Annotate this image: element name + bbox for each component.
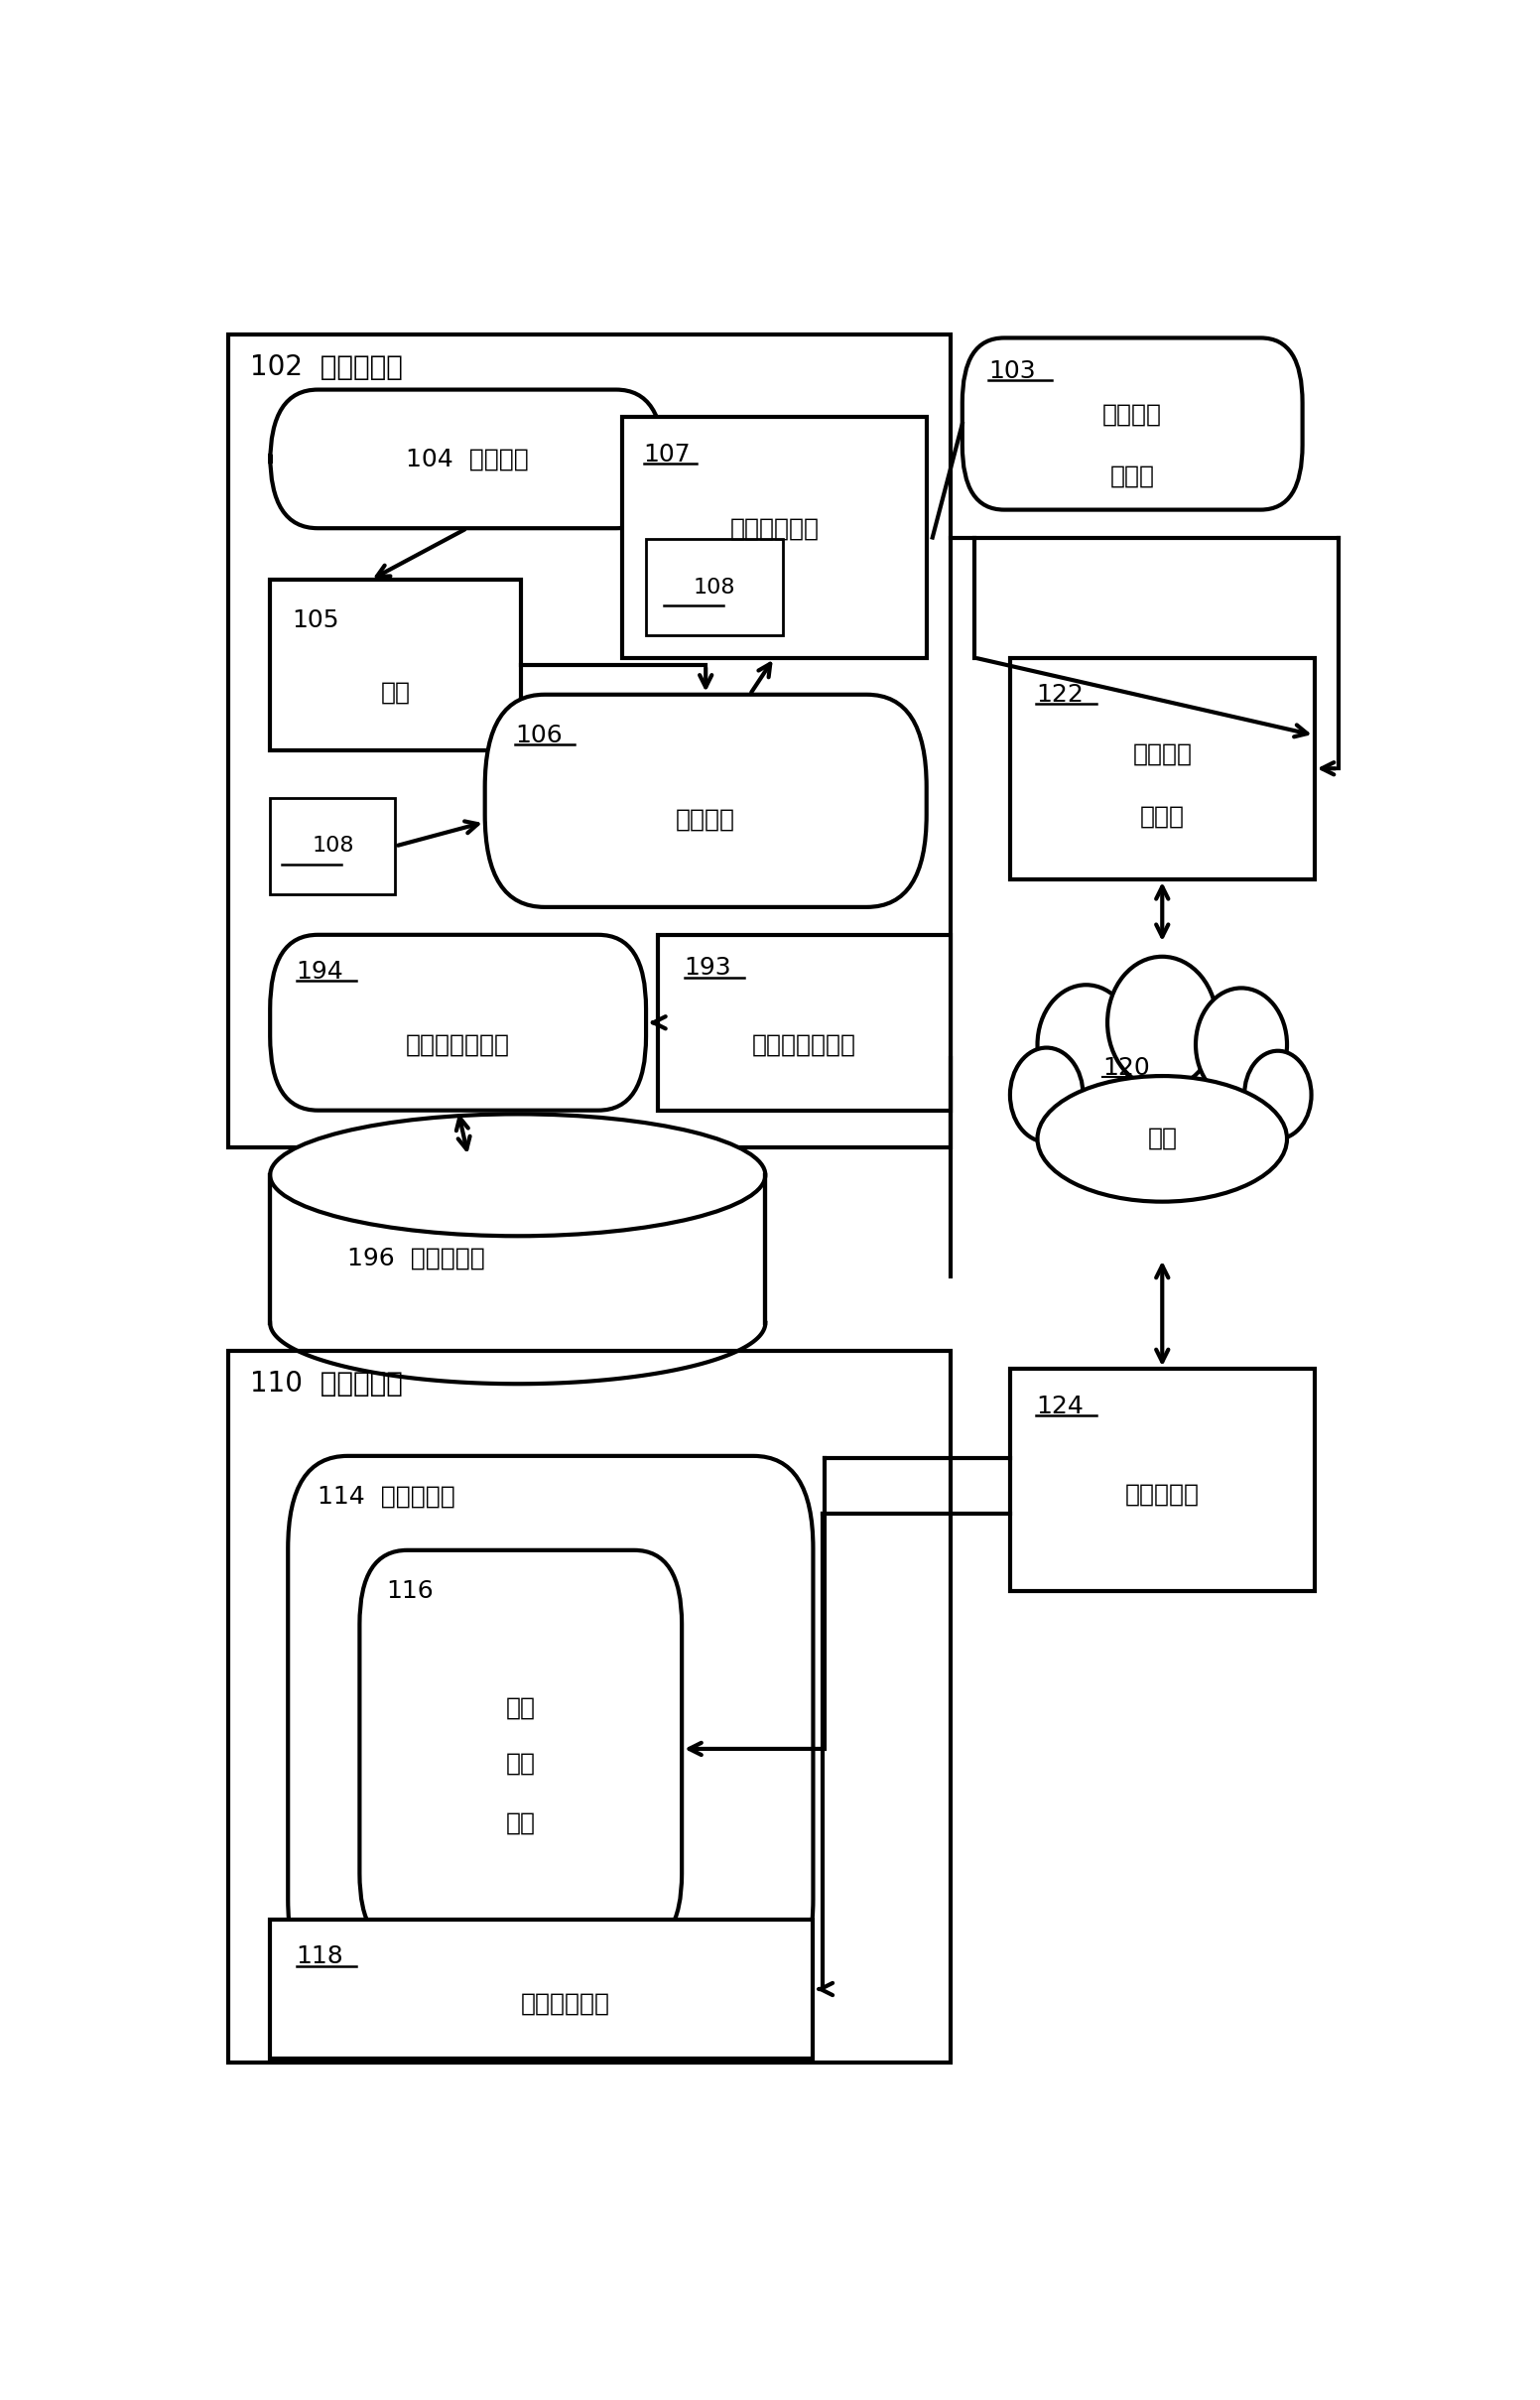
Text: 105: 105 [291, 610, 339, 634]
FancyBboxPatch shape [270, 934, 647, 1111]
Text: 记录的测量结果: 记录的测量结果 [752, 1032, 856, 1056]
Bar [270, 1176, 765, 1322]
Text: 修改过的内容: 修改过的内容 [730, 516, 819, 540]
Bar [658, 934, 950, 1111]
Text: 106: 106 [514, 722, 562, 746]
Text: 代理服务器: 代理服务器 [1126, 1483, 1200, 1507]
Text: 测量: 测量 [505, 1752, 536, 1776]
Text: 110  客户端装置: 110 客户端装置 [249, 1370, 402, 1397]
Ellipse shape [270, 1114, 765, 1236]
Bar [622, 418, 927, 658]
Text: 122: 122 [1036, 682, 1084, 706]
Text: 小程序: 小程序 [1110, 463, 1155, 487]
Ellipse shape [1038, 1030, 1287, 1202]
FancyBboxPatch shape [288, 1457, 813, 1992]
Bar [1010, 1368, 1315, 1591]
Text: 124: 124 [1036, 1394, 1084, 1418]
FancyBboxPatch shape [359, 1550, 682, 1946]
Text: 内容: 内容 [380, 682, 410, 706]
FancyBboxPatch shape [962, 338, 1303, 509]
Bar [228, 334, 950, 1147]
Text: 118: 118 [296, 1944, 343, 1968]
Bar [270, 581, 521, 749]
Text: 108: 108 [311, 835, 354, 857]
Ellipse shape [1038, 1075, 1287, 1202]
Text: 120: 120 [1103, 1056, 1150, 1080]
Ellipse shape [1038, 984, 1135, 1104]
Text: 网络: 网络 [1147, 1126, 1177, 1150]
Ellipse shape [1107, 958, 1217, 1090]
Text: 性能: 性能 [505, 1697, 536, 1721]
Text: 116: 116 [387, 1579, 433, 1603]
Ellipse shape [1244, 1051, 1312, 1140]
Bar [228, 1351, 950, 2062]
Text: 194: 194 [296, 960, 343, 984]
Text: 193: 193 [684, 955, 732, 979]
Text: 104  应用程序: 104 应用程序 [405, 446, 528, 470]
Bar [270, 799, 396, 895]
Text: 107: 107 [644, 442, 691, 466]
Text: 性能分析及响应: 性能分析及响应 [407, 1032, 510, 1056]
FancyBboxPatch shape [270, 389, 664, 528]
Ellipse shape [1010, 1049, 1083, 1142]
Text: 114  客户端程序: 114 客户端程序 [317, 1486, 456, 1510]
Text: 嵌入工具: 嵌入工具 [676, 806, 736, 830]
Text: 工具: 工具 [505, 1812, 536, 1834]
Text: 服务器端: 服务器端 [1103, 403, 1163, 427]
FancyBboxPatch shape [485, 694, 927, 907]
Bar [270, 1920, 813, 2059]
Text: 102  服务器装置: 102 服务器装置 [249, 353, 402, 382]
Text: 103: 103 [989, 360, 1036, 384]
Ellipse shape [1195, 989, 1287, 1102]
Text: 108: 108 [693, 578, 736, 598]
Text: 专用代理: 专用代理 [1132, 742, 1192, 766]
Bar [647, 540, 784, 636]
Bar [1010, 658, 1315, 878]
Text: 196  测量数据库: 196 测量数据库 [348, 1246, 485, 1270]
Text: 测量数据结构: 测量数据结构 [521, 1992, 610, 2016]
Text: 服务器: 服务器 [1140, 804, 1184, 828]
